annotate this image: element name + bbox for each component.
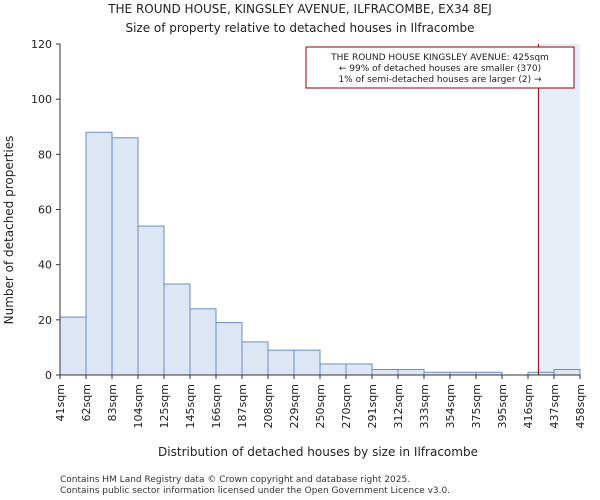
footer-line2: Contains public sector information licen…: [60, 486, 450, 496]
chart-title-line1: THE ROUND HOUSE, KINGSLEY AVENUE, ILFRAC…: [107, 2, 492, 16]
x-tick-label: 166sqm: [210, 384, 223, 428]
y-tick-label: 40: [38, 259, 52, 272]
x-tick-label: 145sqm: [184, 384, 197, 428]
x-tick-label: 187sqm: [236, 384, 249, 428]
footer-line1: Contains HM Land Registry data © Crown c…: [60, 475, 410, 485]
bar: [553, 368, 581, 376]
x-tick-label: 250sqm: [314, 384, 327, 428]
bar: [293, 349, 321, 376]
y-tick-label: 80: [38, 148, 52, 161]
x-tick-label: 62sqm: [80, 384, 93, 421]
bar: [137, 225, 165, 376]
annotation-line2: ← 99% of detached houses are smaller (37…: [339, 64, 541, 74]
y-tick-label: 0: [45, 369, 52, 382]
x-axis-label: Distribution of detached houses by size …: [158, 445, 478, 459]
x-tick-label: 437sqm: [548, 384, 561, 428]
bar: [85, 131, 113, 376]
x-tick-label: 229sqm: [288, 384, 301, 428]
x-tick-label: 208sqm: [262, 384, 275, 428]
annotation-frame: [305, 46, 575, 89]
y-axis-label: Number of detached properties: [2, 136, 16, 325]
x-tick-label: 312sqm: [392, 384, 405, 428]
y-tick-label: 120: [31, 38, 52, 51]
bar: [371, 368, 399, 376]
x-tick-label: 270sqm: [340, 384, 353, 428]
x-tick-label: 395sqm: [496, 384, 509, 428]
bar: [267, 349, 295, 376]
x-tick-label: 458sqm: [574, 384, 587, 428]
bar: [319, 363, 347, 376]
bar: [345, 363, 373, 376]
annotation-line3: 1% of semi-detached houses are larger (2…: [338, 75, 542, 85]
bar: [397, 368, 425, 376]
bar: [59, 316, 87, 376]
y-tick-label: 60: [38, 204, 52, 217]
x-tick-label: 416sqm: [522, 384, 535, 428]
x-tick-label: 104sqm: [132, 384, 145, 428]
x-tick-label: 354sqm: [444, 384, 457, 428]
x-tick-label: 41sqm: [54, 384, 67, 421]
bar: [241, 341, 269, 376]
y-tick-label: 100: [31, 93, 52, 106]
highlight-region: [538, 44, 580, 375]
x-tick-label: 291sqm: [366, 384, 379, 428]
y-tick-label: 20: [38, 314, 52, 327]
plot-area: 0 20 40 60 80 100 120 41sqm 62sqm 83sqm 104sqm 125s…: [31, 38, 587, 428]
bar: [215, 322, 243, 376]
x-tick-label: 83sqm: [106, 384, 119, 421]
x-tick-label: 333sqm: [418, 384, 431, 428]
annotation-box: THE ROUND HOUSE KINGSLEY AVENUE: 425sqm …: [305, 46, 575, 89]
x-tick-label: 125sqm: [158, 384, 171, 428]
bar: [163, 283, 191, 376]
x-tick-label: 375sqm: [470, 384, 483, 428]
chart-title-line2: Size of property relative to detached ho…: [125, 21, 474, 35]
annotation-line1: THE ROUND HOUSE KINGSLEY AVENUE: 425sqm: [330, 53, 549, 63]
bar: [189, 308, 217, 376]
bar: [111, 137, 139, 376]
